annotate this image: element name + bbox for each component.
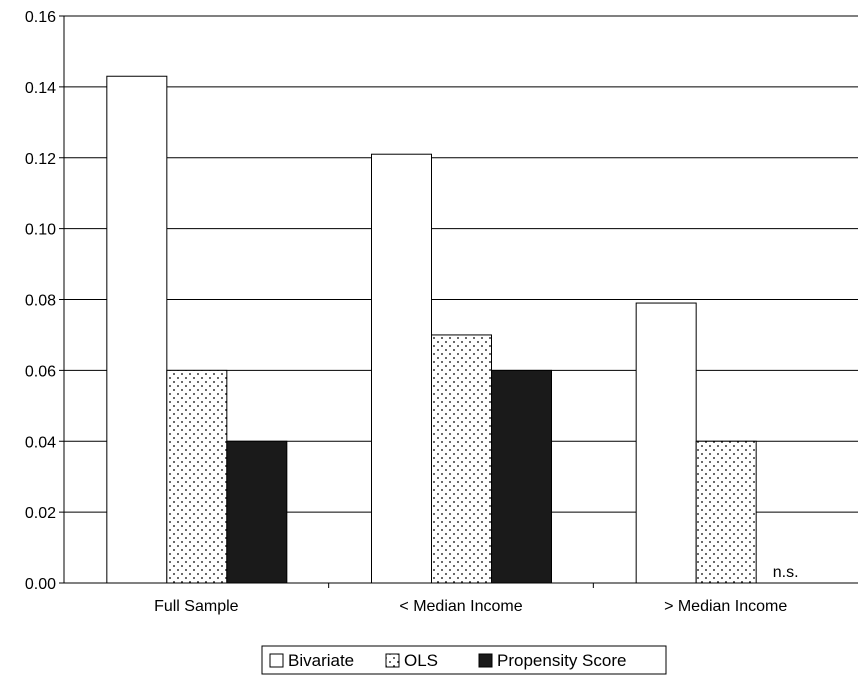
bar-ols: [431, 334, 492, 584]
annotations: n.s.: [773, 564, 799, 581]
legend-swatch: [269, 653, 284, 668]
legend: Bivariate OLS Propensity Score: [261, 645, 667, 675]
y-axis: 0.00 0.02 0.04 0.06 0.08 0.10 0.12 0.14 0.16: [25, 9, 65, 593]
y-tick-label: 0.08: [25, 293, 56, 310]
y-tick-label: 0.04: [25, 434, 56, 451]
y-tick-label: 0.12: [25, 151, 56, 168]
x-axis: Full Sample < Median Income > Median Incom…: [64, 582, 858, 615]
x-tick-label: < Median Income: [399, 598, 522, 615]
annotation-label: n.s.: [773, 564, 799, 581]
legend-label: Bivariate: [288, 651, 354, 670]
bars: [106, 75, 757, 584]
y-tick-label: 0.14: [25, 80, 56, 97]
y-tick-label: 0.16: [25, 9, 56, 26]
bar-ols: [695, 440, 757, 584]
legend-swatch: [478, 653, 493, 668]
y-tick-label: 0.10: [25, 222, 56, 239]
y-tick-label: 0.06: [25, 363, 56, 380]
x-tick-label: Full Sample: [154, 598, 239, 615]
legend-label: OLS: [404, 651, 438, 670]
legend-label: Propensity Score: [497, 651, 626, 670]
bar-ols: [166, 369, 228, 584]
legend-box: [261, 645, 667, 675]
y-tick-label: 0.02: [25, 505, 56, 522]
legend-swatch: [385, 653, 400, 668]
bar-bivariate: [371, 153, 432, 584]
x-tick-label: > Median Income: [664, 598, 787, 615]
bar-bivariate: [106, 75, 168, 584]
bar-bivariate: [635, 302, 697, 584]
y-tick-label: 0.00: [25, 576, 56, 593]
bar-propensity-score: [226, 440, 288, 584]
bar-propensity-score: [491, 369, 552, 584]
